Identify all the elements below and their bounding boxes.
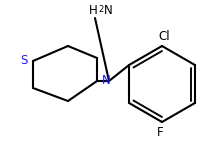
Text: 2: 2 [98, 5, 104, 14]
Text: S: S [20, 54, 28, 68]
Text: Cl: Cl [158, 29, 170, 42]
Text: N: N [104, 5, 112, 17]
Text: H: H [89, 5, 97, 17]
Text: N: N [102, 75, 110, 88]
Text: F: F [157, 125, 163, 139]
